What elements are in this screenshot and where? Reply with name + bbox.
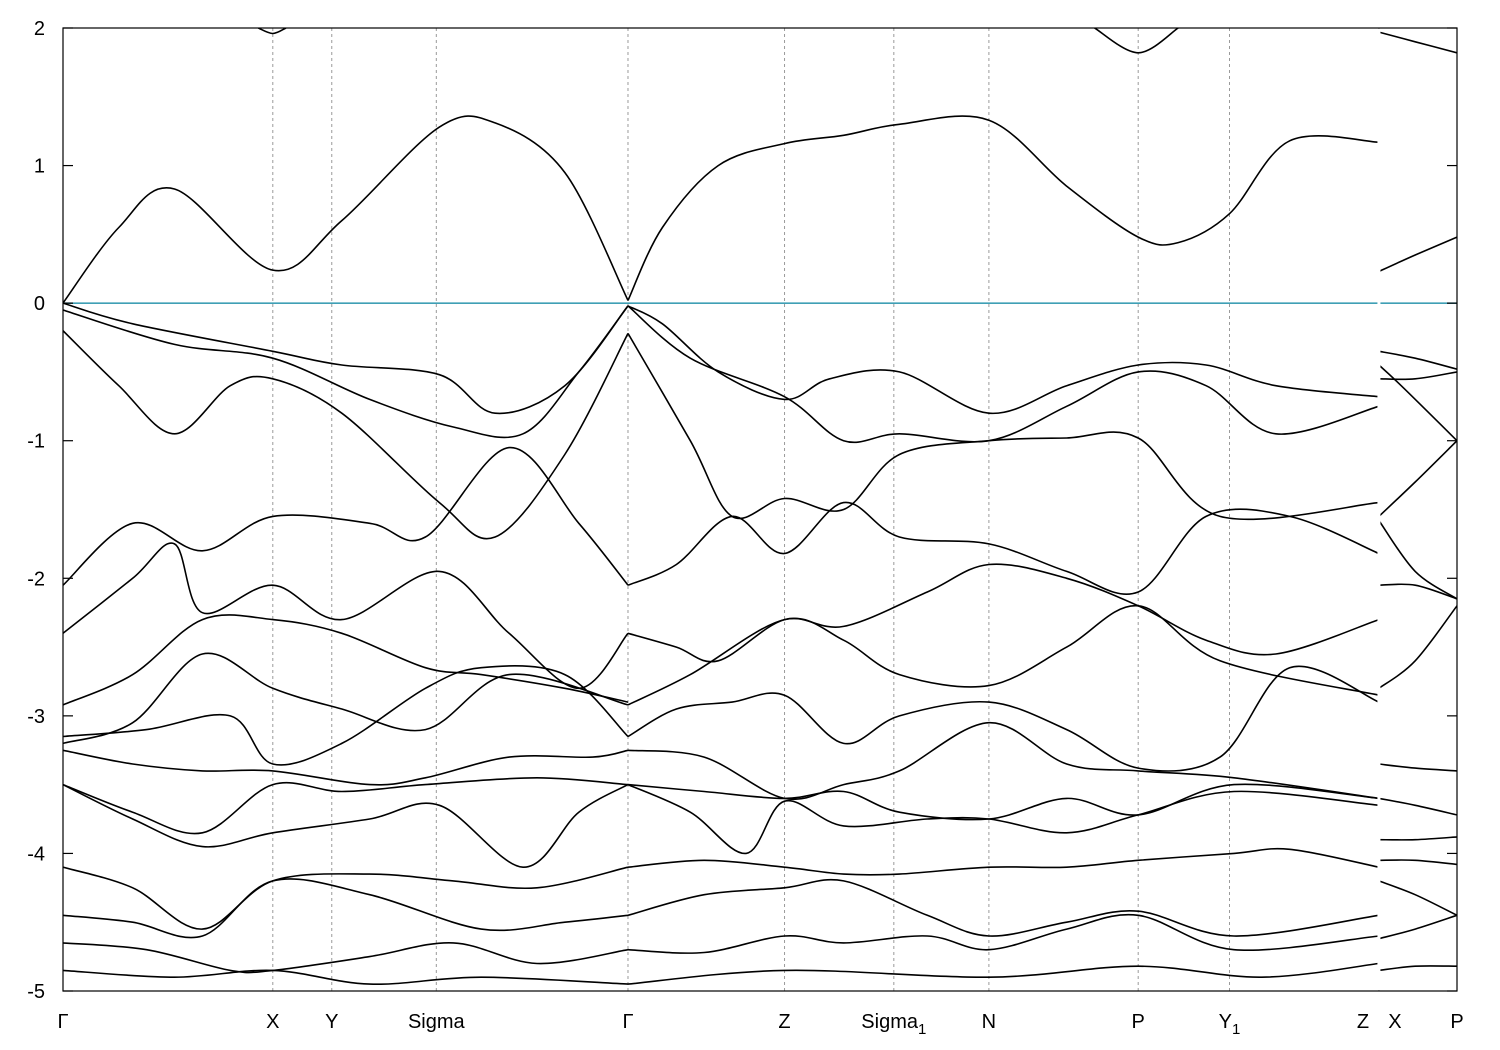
band-28 bbox=[63, 942, 629, 974]
x-tick-label-12: P bbox=[1450, 1011, 1463, 1033]
band-12 bbox=[63, 614, 629, 706]
band-10 bbox=[627, 501, 1380, 595]
band-25 bbox=[627, 847, 1380, 876]
band-40 bbox=[1378, 797, 1457, 816]
plot-frame bbox=[62, 27, 1458, 992]
band-44 bbox=[1378, 914, 1457, 940]
band-26 bbox=[63, 878, 629, 939]
band-37 bbox=[1378, 583, 1457, 600]
band-lines bbox=[63, 28, 1457, 986]
x-tick-label-1: X bbox=[266, 1011, 279, 1033]
band-35 bbox=[1378, 440, 1457, 517]
band-48 bbox=[1094, 28, 1179, 54]
y-tick-label: 0 bbox=[34, 293, 45, 315]
band-38 bbox=[1378, 605, 1457, 689]
band-27 bbox=[627, 878, 1380, 937]
x-tick-label-6: Sigma1 bbox=[861, 1011, 926, 1038]
x-tick-label-8: P bbox=[1132, 1011, 1145, 1033]
band-42 bbox=[1378, 859, 1457, 866]
band-1 bbox=[627, 115, 1379, 301]
x-tick-label-9: Y1 bbox=[1219, 1011, 1241, 1038]
y-tick-label: 1 bbox=[34, 156, 45, 178]
band-29 bbox=[627, 913, 1379, 954]
band-7 bbox=[627, 305, 1380, 444]
band-24 bbox=[63, 866, 629, 930]
y-tick-label: -2 bbox=[27, 568, 45, 590]
band-32 bbox=[1378, 350, 1457, 370]
x-tick-label-4: Γ bbox=[622, 1011, 633, 1033]
x-tick-label-3: Sigma bbox=[408, 1011, 466, 1033]
band-6 bbox=[627, 305, 1379, 415]
band-30 bbox=[63, 969, 629, 986]
x-tick-label-5: Z bbox=[778, 1011, 790, 1033]
band-0 bbox=[63, 115, 629, 304]
band-13 bbox=[627, 563, 1380, 663]
x-tick-label-10: Z bbox=[1357, 1011, 1369, 1033]
y-tick-label: -5 bbox=[27, 981, 45, 1003]
band-39 bbox=[1378, 763, 1457, 772]
band-11 bbox=[63, 542, 629, 690]
band-9 bbox=[63, 446, 629, 586]
y-tick-label: -3 bbox=[27, 706, 45, 728]
x-tick-label-2: Y bbox=[325, 1011, 338, 1033]
band-19 bbox=[627, 721, 1380, 801]
band-31 bbox=[627, 962, 1379, 985]
band-23 bbox=[627, 783, 1379, 855]
band-18 bbox=[63, 749, 629, 786]
y-tick-label: 2 bbox=[34, 18, 45, 40]
y-tick-label: -1 bbox=[27, 431, 45, 453]
band-36 bbox=[1378, 520, 1457, 600]
band-8 bbox=[627, 332, 1379, 521]
y-tick-label: -4 bbox=[27, 843, 45, 865]
band-43 bbox=[1378, 880, 1457, 917]
band-14 bbox=[627, 604, 1380, 706]
band-47 bbox=[257, 28, 287, 35]
band-20 bbox=[63, 776, 629, 835]
band-34 bbox=[1378, 364, 1457, 442]
band-45 bbox=[1378, 965, 1457, 972]
band-5 bbox=[63, 330, 629, 540]
y-axis: -5 -4 -3 -2 -1 0 1 2 bbox=[27, 18, 1457, 1003]
band-15 bbox=[63, 652, 629, 745]
x-tick-label-0: Γ bbox=[57, 1011, 68, 1033]
band-2 bbox=[1378, 236, 1457, 273]
band-16 bbox=[63, 665, 629, 766]
x-axis: Γ X Y Sigma Γ Z Sigma1 N P Y1 Z X P bbox=[57, 1011, 1463, 1038]
x-tick-label-11: X bbox=[1388, 1011, 1401, 1033]
band-41 bbox=[1378, 836, 1457, 841]
band-17 bbox=[627, 665, 1380, 772]
band-21 bbox=[627, 783, 1379, 821]
band-3 bbox=[63, 302, 629, 415]
band-46 bbox=[1378, 31, 1457, 54]
x-tick-label-7: N bbox=[982, 1011, 996, 1033]
band-22 bbox=[63, 783, 629, 869]
band-33 bbox=[1378, 371, 1457, 381]
band-4 bbox=[63, 305, 629, 439]
